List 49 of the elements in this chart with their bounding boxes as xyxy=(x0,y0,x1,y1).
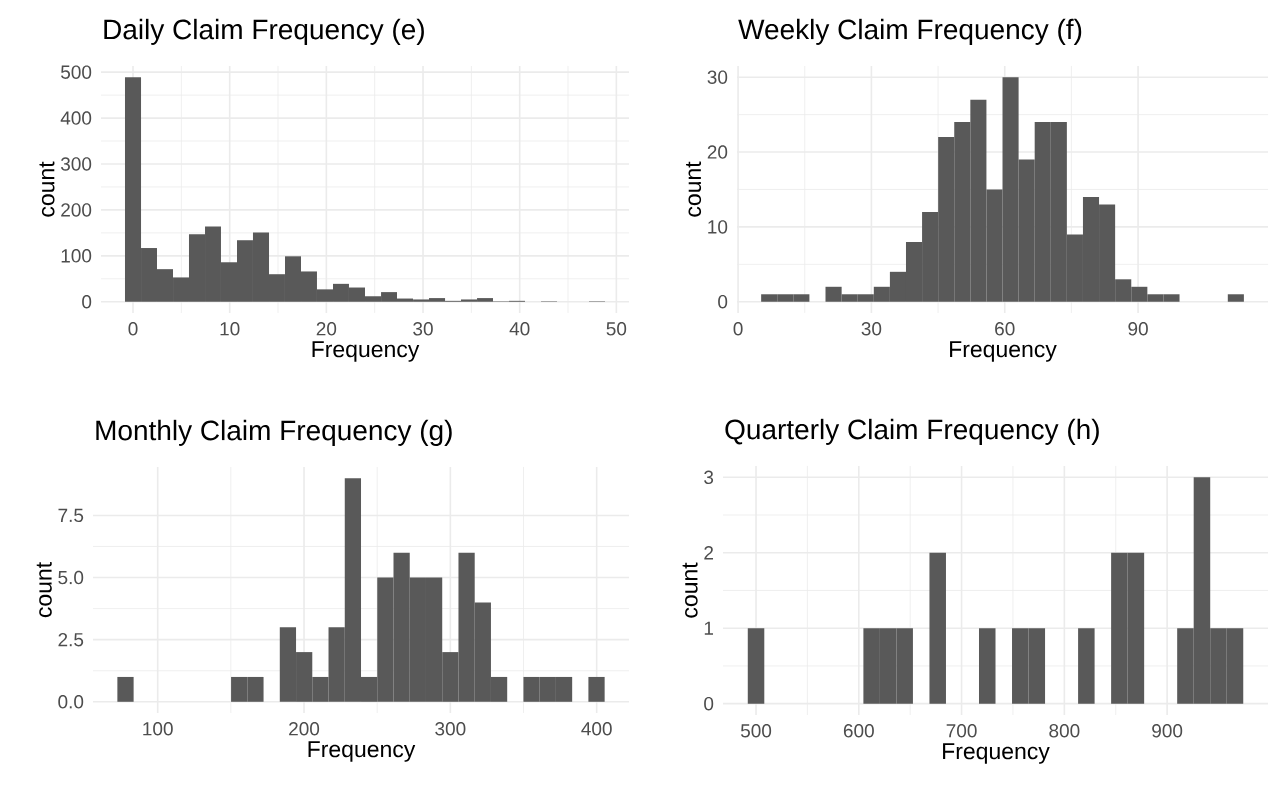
y-tick-label: 10 xyxy=(708,220,728,234)
y-tick-label: 0 xyxy=(704,696,714,711)
y-tick-label: 200 xyxy=(61,203,92,217)
x-tick-label: 700 xyxy=(946,724,977,738)
y-tick-label: 400 xyxy=(60,111,92,125)
y-tick-label: 5.0 xyxy=(58,570,84,585)
chart-title: Quarterly Claim Frequency (h) xyxy=(725,418,1099,445)
y-axis-title: count xyxy=(39,161,55,217)
y-tick-label: 20 xyxy=(707,145,728,159)
y-axis-title: count xyxy=(682,562,698,618)
y-tick-label: 3 xyxy=(704,470,714,485)
y-tick-label: 0 xyxy=(82,295,92,309)
y-axis-title: count xyxy=(685,161,702,217)
x-tick-label: 0 xyxy=(128,322,138,336)
x-tick-label: 800 xyxy=(1049,724,1080,738)
x-tick-label: 20 xyxy=(316,322,337,336)
x-tick-label: 200 xyxy=(289,722,320,736)
chart-title: Weekly Claim Frequency (f) xyxy=(738,18,1082,45)
y-tick-label: 100 xyxy=(61,249,92,263)
y-tick-label: 2 xyxy=(704,546,714,560)
y-tick-label: 1 xyxy=(704,621,714,635)
x-tick-label: 500 xyxy=(740,724,772,738)
y-tick-label: 30 xyxy=(707,70,728,84)
x-tick-label: 90 xyxy=(1128,322,1148,336)
x-axis-title: Frequency xyxy=(950,341,1057,362)
x-tick-label: 10 xyxy=(220,322,240,336)
y-tick-label: 0 xyxy=(718,295,728,309)
x-tick-label: 30 xyxy=(413,322,433,336)
y-tick-label: 2.5 xyxy=(58,632,84,647)
y-tick-label: 0.0 xyxy=(58,695,84,709)
chart-title: Monthly Claim Frequency (g) xyxy=(96,419,452,446)
x-tick-label: 50 xyxy=(606,322,627,336)
y-tick-label: 300 xyxy=(60,157,92,171)
chart-title: Daily Claim Frequency (e) xyxy=(104,18,424,45)
x-axis-title: Frequency xyxy=(943,743,1050,764)
x-tick-label: 0 xyxy=(733,322,743,336)
x-tick-label: 600 xyxy=(843,724,874,738)
x-tick-label: 300 xyxy=(435,722,466,736)
y-tick-label: 7.5 xyxy=(58,508,84,523)
x-axis-title: Frequency xyxy=(312,341,420,362)
x-tick-label: 40 xyxy=(509,322,530,336)
x-tick-label: 100 xyxy=(143,722,173,736)
y-axis-title: count xyxy=(36,562,52,618)
x-tick-label: 30 xyxy=(861,322,882,336)
x-axis-title: Frequency xyxy=(308,741,416,762)
x-tick-label: 400 xyxy=(581,722,612,736)
x-tick-label: 900 xyxy=(1152,724,1183,738)
x-tick-label: 60 xyxy=(995,322,1015,336)
y-tick-label: 500 xyxy=(61,65,92,79)
